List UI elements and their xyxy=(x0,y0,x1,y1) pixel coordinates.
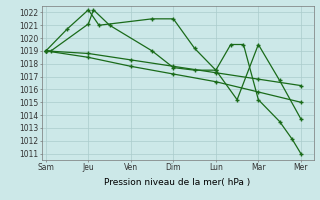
X-axis label: Pression niveau de la mer( hPa ): Pression niveau de la mer( hPa ) xyxy=(104,178,251,187)
